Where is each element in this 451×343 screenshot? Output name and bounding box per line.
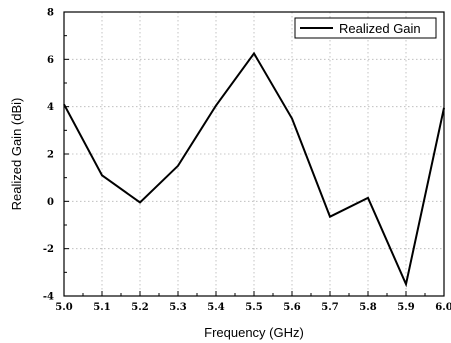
x-tick-label: 5.4 (207, 302, 224, 313)
x-tick-label: 5.7 (321, 302, 338, 313)
series-layer (63, 51, 445, 288)
y-tick-label: 8 (47, 8, 54, 19)
x-axis-label: Frequency (GHz) (204, 325, 304, 340)
legend: Realized Gain (294, 17, 437, 39)
legend-label: Realized Gain (339, 21, 421, 36)
x-tick-label: 5.5 (245, 302, 262, 313)
legend-box (294, 17, 437, 39)
y-tick-labels: -4 -2 0 2 4 6 8 (43, 8, 54, 303)
x-tick-label: 5.3 (169, 302, 186, 313)
y-tick-label: 0 (47, 197, 54, 208)
axis-ticks (63, 11, 445, 297)
y-tick-label: -2 (43, 244, 54, 255)
x-tick-label: 5.0 (55, 302, 72, 313)
x-tick-label: 5.2 (131, 302, 148, 313)
series-line (63, 51, 445, 288)
x-tick-label: 5.6 (283, 302, 300, 313)
y-tick-label: 6 (47, 55, 54, 66)
x-tick-labels: 5.0 5.1 5.2 5.3 5.4 5.5 5.6 5.7 5.8 5.9 6.0 (55, 302, 451, 313)
y-tick-label: 2 (47, 150, 54, 161)
y-axis-label: Realized Gain (dBi) (9, 98, 24, 211)
x-tick-label: 5.9 (397, 302, 414, 313)
y-tick-label: 4 (47, 102, 54, 113)
y-tick-label: -4 (43, 292, 54, 303)
x-tick-label: 5.1 (93, 302, 110, 313)
x-tick-label: 5.8 (359, 302, 376, 313)
x-tick-label: 6.0 (435, 302, 451, 313)
grid-lines (64, 12, 444, 296)
